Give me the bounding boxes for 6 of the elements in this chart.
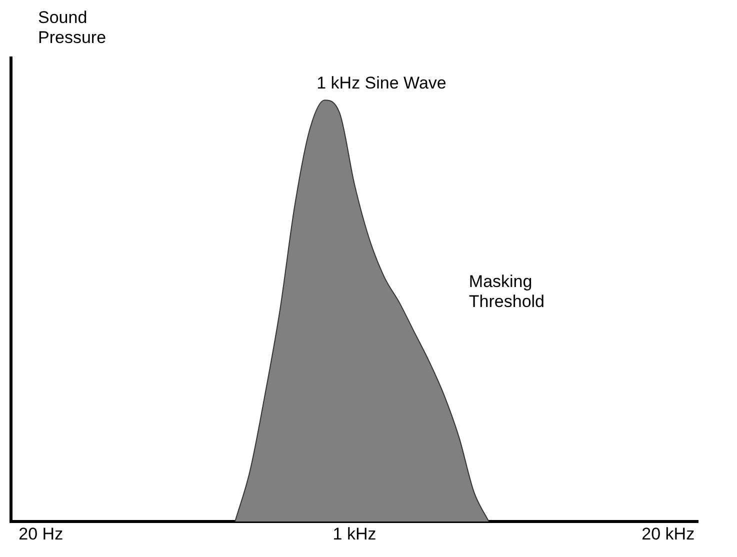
x-tick-label: 1 kHz — [332, 524, 376, 544]
x-tick-label: 20 kHz — [642, 524, 695, 544]
annotation: Masking Threshold — [468, 272, 545, 312]
text: 1 kHz Sine Wave — [316, 73, 446, 92]
y-axis-title: Sound Pressure — [38, 8, 108, 48]
x-tick-label: 20 Hz — [18, 524, 64, 544]
